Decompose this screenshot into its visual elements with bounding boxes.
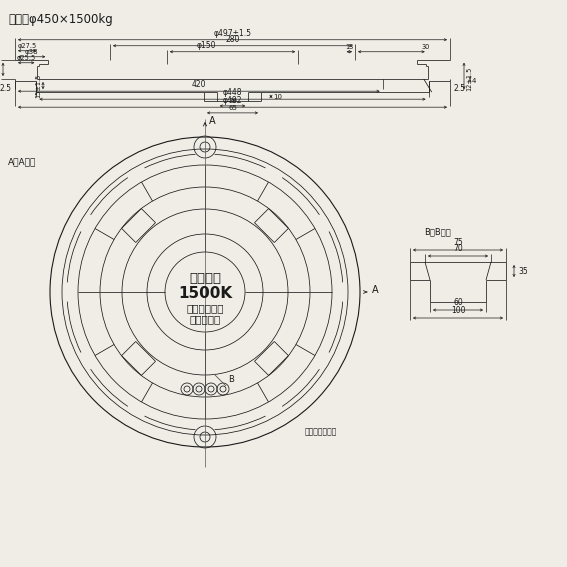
Text: A－A断面: A－A断面 bbox=[8, 157, 36, 166]
Text: 30: 30 bbox=[421, 44, 430, 50]
Text: φ448: φ448 bbox=[223, 88, 242, 97]
Text: 4: 4 bbox=[472, 78, 476, 84]
Text: 420: 420 bbox=[192, 80, 206, 89]
Text: 1500K: 1500K bbox=[178, 286, 232, 301]
Text: して下さい: して下さい bbox=[189, 314, 221, 324]
Text: アムズφ450×1500kg: アムズφ450×1500kg bbox=[8, 13, 113, 26]
Text: 280: 280 bbox=[225, 35, 240, 44]
Text: φ492: φ492 bbox=[223, 96, 242, 105]
Text: 36: 36 bbox=[228, 98, 237, 104]
Text: 必ずロックを: 必ずロックを bbox=[186, 303, 224, 313]
Text: B－B断面: B－B断面 bbox=[424, 227, 451, 236]
Text: 2.5: 2.5 bbox=[453, 84, 465, 93]
Text: 2.5: 2.5 bbox=[0, 84, 12, 93]
Text: A: A bbox=[372, 285, 379, 295]
Text: B: B bbox=[228, 375, 234, 384]
Text: φ150: φ150 bbox=[197, 41, 216, 50]
Text: 75: 75 bbox=[453, 238, 463, 247]
Text: φ25.5: φ25.5 bbox=[17, 55, 36, 61]
Text: 22: 22 bbox=[0, 65, 1, 74]
Text: 100: 100 bbox=[451, 306, 466, 315]
Text: 35: 35 bbox=[518, 266, 528, 276]
Text: 口結表示マーク: 口結表示マーク bbox=[305, 427, 337, 436]
Text: 60: 60 bbox=[453, 298, 463, 307]
Text: 65: 65 bbox=[228, 105, 237, 111]
Text: 70: 70 bbox=[453, 244, 463, 253]
Text: 安全荷重: 安全荷重 bbox=[189, 272, 221, 285]
Text: φ27.5: φ27.5 bbox=[18, 43, 37, 49]
Text: φ38: φ38 bbox=[25, 49, 39, 55]
Text: 15±1.5: 15±1.5 bbox=[35, 73, 41, 98]
Text: A: A bbox=[209, 116, 215, 126]
Text: 12±1.5: 12±1.5 bbox=[466, 67, 472, 91]
Text: 13: 13 bbox=[345, 44, 353, 50]
Text: 10: 10 bbox=[273, 94, 282, 99]
Text: φ497±1.5: φ497±1.5 bbox=[214, 29, 252, 38]
